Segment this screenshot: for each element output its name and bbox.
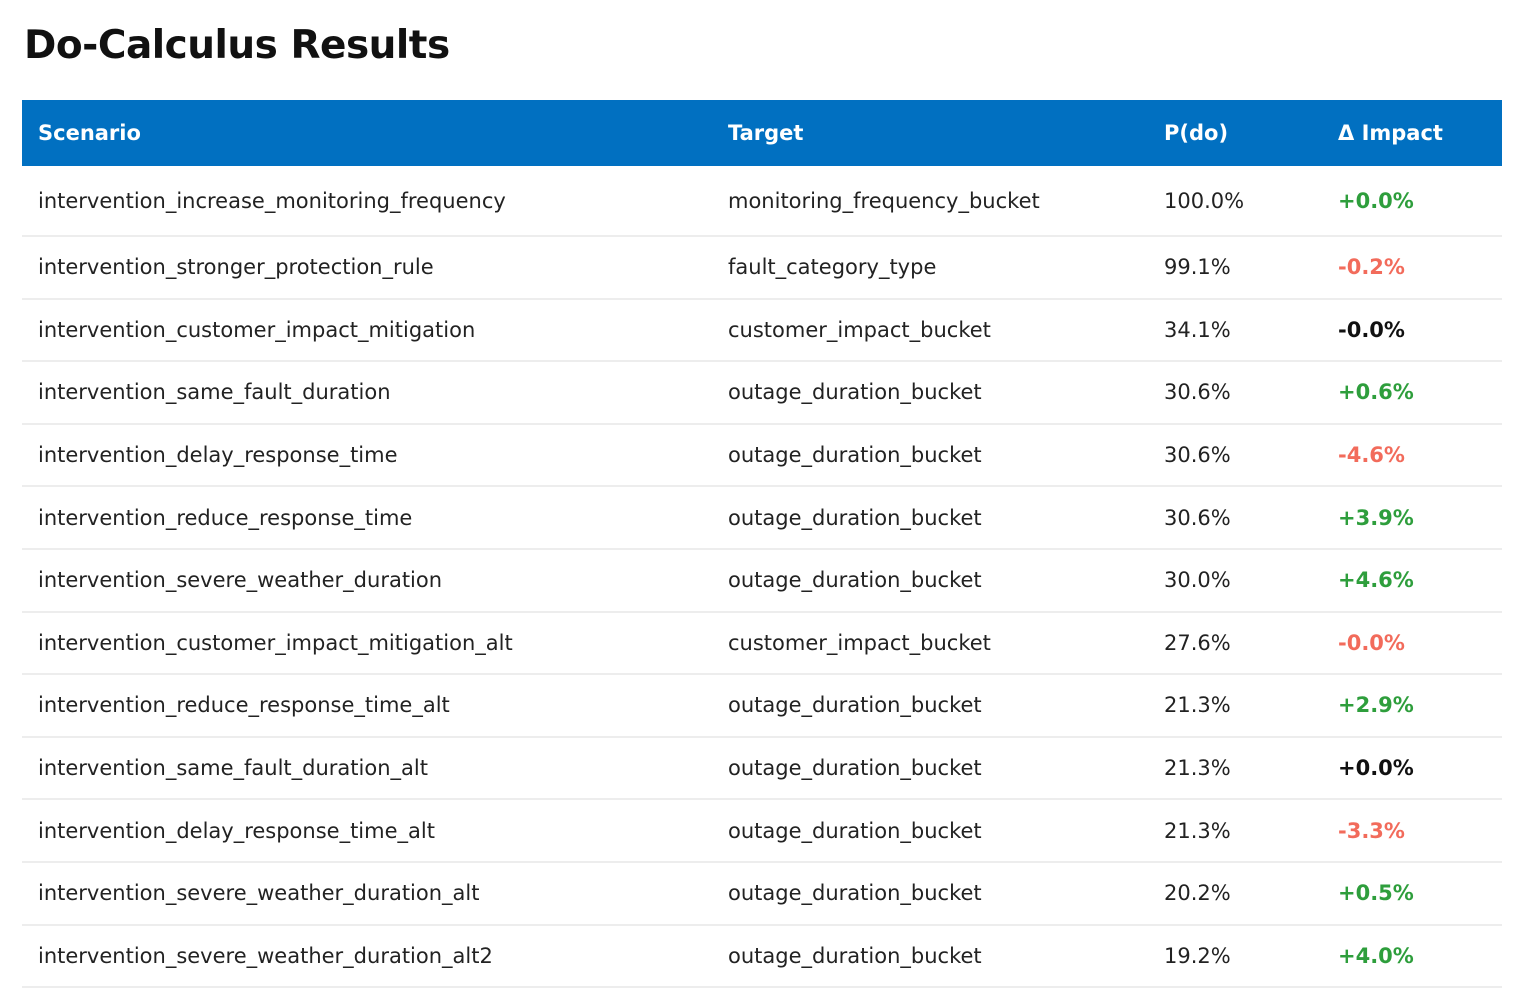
scenario-cell: intervention_delay_response_time — [38, 443, 398, 468]
scenario-cell: intervention_reduce_response_time_alt — [38, 693, 450, 718]
impact-cell: +0.5% — [1338, 881, 1414, 906]
table-row[interactable]: intervention_same_fault_duration_alt out… — [22, 737, 1502, 800]
table-row[interactable]: intervention_customer_impact_mitigation … — [22, 299, 1502, 362]
scenario-cell: intervention_same_fault_duration_alt — [38, 756, 428, 781]
table-body: intervention_increase_monitoring_frequen… — [22, 166, 1502, 988]
results-table: Scenario Target P(do) Δ Impact intervent… — [22, 100, 1502, 988]
target-cell: outage_duration_bucket — [728, 505, 982, 530]
impact-cell: +4.0% — [1338, 943, 1414, 968]
scenario-cell: intervention_same_fault_duration — [38, 380, 391, 405]
pdo-cell: 30.6% — [1164, 505, 1231, 530]
scenario-cell: intervention_customer_impact_mitigation_… — [38, 630, 513, 655]
page-title: Do-Calculus Results — [24, 23, 450, 68]
target-cell: monitoring_frequency_bucket — [728, 188, 1040, 213]
impact-cell: +3.9% — [1338, 505, 1414, 530]
table-row[interactable]: intervention_reduce_response_time outage… — [22, 486, 1502, 549]
impact-cell: -3.3% — [1338, 818, 1405, 843]
pdo-cell: 21.3% — [1164, 818, 1231, 843]
impact-cell: -0.0% — [1338, 317, 1405, 342]
target-cell: outage_duration_bucket — [728, 380, 982, 405]
target-cell: outage_duration_bucket — [728, 881, 982, 906]
scenario-cell: intervention_increase_monitoring_frequen… — [38, 188, 506, 213]
table-row[interactable]: intervention_customer_impact_mitigation_… — [22, 612, 1502, 675]
impact-cell: +0.0% — [1338, 188, 1414, 213]
pdo-cell: 100.0% — [1164, 188, 1245, 213]
impact-cell: -4.6% — [1338, 443, 1405, 468]
column-header-target[interactable]: Target — [728, 121, 804, 145]
scenario-cell: intervention_severe_weather_duration_alt — [38, 881, 480, 906]
scenario-cell: intervention_stronger_protection_rule — [38, 255, 434, 280]
scenario-cell: intervention_severe_weather_duration — [38, 568, 443, 593]
impact-cell: +2.9% — [1338, 693, 1414, 718]
target-cell: customer_impact_bucket — [728, 630, 991, 655]
column-header-impact[interactable]: Δ Impact — [1338, 121, 1443, 145]
table-row[interactable]: intervention_same_fault_duration outage_… — [22, 361, 1502, 424]
impact-cell: -0.0% — [1338, 630, 1405, 655]
pdo-cell: 30.6% — [1164, 380, 1231, 405]
scenario-cell: intervention_severe_weather_duration_alt… — [38, 943, 493, 968]
column-header-scenario[interactable]: Scenario — [38, 121, 141, 145]
table-row[interactable]: intervention_stronger_protection_rule fa… — [22, 236, 1502, 299]
pdo-cell: 21.3% — [1164, 756, 1231, 781]
target-cell: outage_duration_bucket — [728, 693, 982, 718]
table-header-row: Scenario Target P(do) Δ Impact — [22, 100, 1502, 166]
target-cell: customer_impact_bucket — [728, 317, 991, 342]
pdo-cell: 21.3% — [1164, 693, 1231, 718]
impact-cell: +0.0% — [1338, 756, 1414, 781]
column-header-pdo[interactable]: P(do) — [1164, 121, 1229, 145]
table-row[interactable]: intervention_delay_response_time_alt out… — [22, 799, 1502, 862]
target-cell: outage_duration_bucket — [728, 756, 982, 781]
table-row[interactable]: intervention_severe_weather_duration_alt… — [22, 862, 1502, 925]
table-row[interactable]: intervention_delay_response_time outage_… — [22, 424, 1502, 487]
pdo-cell: 30.6% — [1164, 443, 1231, 468]
impact-cell: +4.6% — [1338, 568, 1414, 593]
pdo-cell: 99.1% — [1164, 255, 1231, 280]
scenario-cell: intervention_reduce_response_time — [38, 505, 413, 530]
impact-cell: -0.2% — [1338, 255, 1405, 280]
target-cell: outage_duration_bucket — [728, 443, 982, 468]
pdo-cell: 30.0% — [1164, 568, 1231, 593]
target-cell: outage_duration_bucket — [728, 568, 982, 593]
target-cell: fault_category_type — [728, 255, 937, 280]
table-row[interactable]: intervention_reduce_response_time_alt ou… — [22, 674, 1502, 737]
target-cell: outage_duration_bucket — [728, 818, 982, 843]
table-row[interactable]: intervention_severe_weather_duration_alt… — [22, 925, 1502, 988]
scenario-cell: intervention_delay_response_time_alt — [38, 818, 435, 843]
scenario-cell: intervention_customer_impact_mitigation — [38, 317, 476, 342]
table-row[interactable]: intervention_increase_monitoring_frequen… — [22, 166, 1502, 236]
pdo-cell: 20.2% — [1164, 881, 1231, 906]
pdo-cell: 27.6% — [1164, 630, 1231, 655]
table-row[interactable]: intervention_severe_weather_duration out… — [22, 549, 1502, 612]
pdo-cell: 34.1% — [1164, 317, 1231, 342]
target-cell: outage_duration_bucket — [728, 943, 982, 968]
impact-cell: +0.6% — [1338, 380, 1414, 405]
pdo-cell: 19.2% — [1164, 943, 1231, 968]
